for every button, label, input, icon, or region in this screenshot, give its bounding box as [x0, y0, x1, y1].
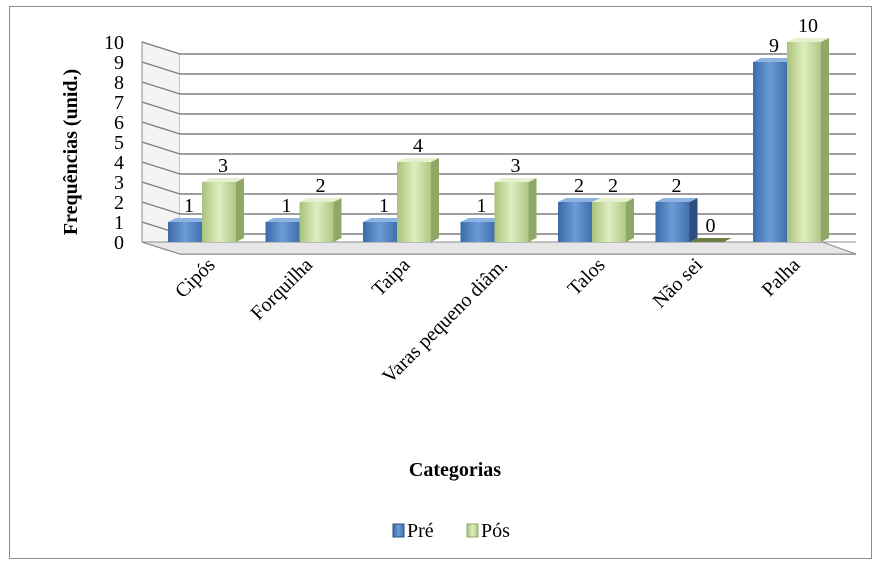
x-tick-label: Não sei: [649, 254, 708, 313]
data-label: 1: [379, 195, 389, 217]
x-tick-label: Cipós: [171, 254, 220, 303]
data-label: 10: [798, 15, 818, 37]
y-tick-label: 6: [114, 112, 124, 134]
data-label: 9: [769, 35, 779, 57]
legend: Pré Pós: [392, 520, 510, 542]
bar: [202, 178, 244, 242]
y-tick-label: 4: [114, 152, 124, 174]
legend-label: Pós: [481, 520, 510, 542]
x-tick-label: Forquilha: [246, 254, 317, 325]
chart-floor: [141, 241, 857, 255]
y-tick-label: 1: [114, 212, 124, 234]
data-label: 3: [218, 155, 228, 177]
bar: [494, 178, 537, 242]
x-tick-label: Palha: [758, 254, 805, 301]
bar: [787, 38, 829, 242]
legend-label: Pré: [407, 520, 434, 542]
y-tick-label: 7: [114, 92, 124, 114]
data-label: 4: [413, 135, 423, 157]
data-label: 1: [282, 195, 292, 217]
legend-item: Pré: [392, 520, 434, 542]
bar: [299, 198, 342, 242]
legend-swatch: [392, 523, 405, 538]
y-tick-label: 0: [114, 232, 124, 254]
y-tick-label: 5: [114, 132, 124, 154]
data-labels: 1 3 1 2 1 4 1 3 2 2 2 0 9 10: [184, 15, 818, 237]
x-tick-label: Talos: [564, 254, 610, 300]
data-label: 2: [608, 175, 618, 197]
x-axis-title: Categorias: [409, 459, 501, 481]
y-tick-label: 8: [114, 72, 124, 94]
y-axis-title: Frequências (unid.): [60, 69, 82, 235]
bars: [168, 38, 829, 242]
legend-item: Pós: [466, 520, 510, 542]
data-label: 3: [511, 155, 521, 177]
bar: [397, 158, 439, 242]
data-label: 1: [184, 195, 194, 217]
y-tick-label: 9: [114, 52, 124, 74]
data-label: 2: [316, 175, 326, 197]
y-tick-label: 10: [104, 32, 124, 54]
y-tick-label: 2: [114, 192, 124, 214]
data-label: 0: [706, 215, 716, 237]
legend-swatch: [466, 523, 479, 538]
bar: [592, 198, 634, 242]
bar: [655, 198, 698, 242]
data-label: 1: [477, 195, 487, 217]
bar: [689, 238, 732, 242]
data-label: 2: [574, 175, 584, 197]
data-label: 2: [672, 175, 682, 197]
x-tick-label: Taipa: [368, 254, 415, 301]
y-tick-label: 3: [114, 172, 124, 194]
